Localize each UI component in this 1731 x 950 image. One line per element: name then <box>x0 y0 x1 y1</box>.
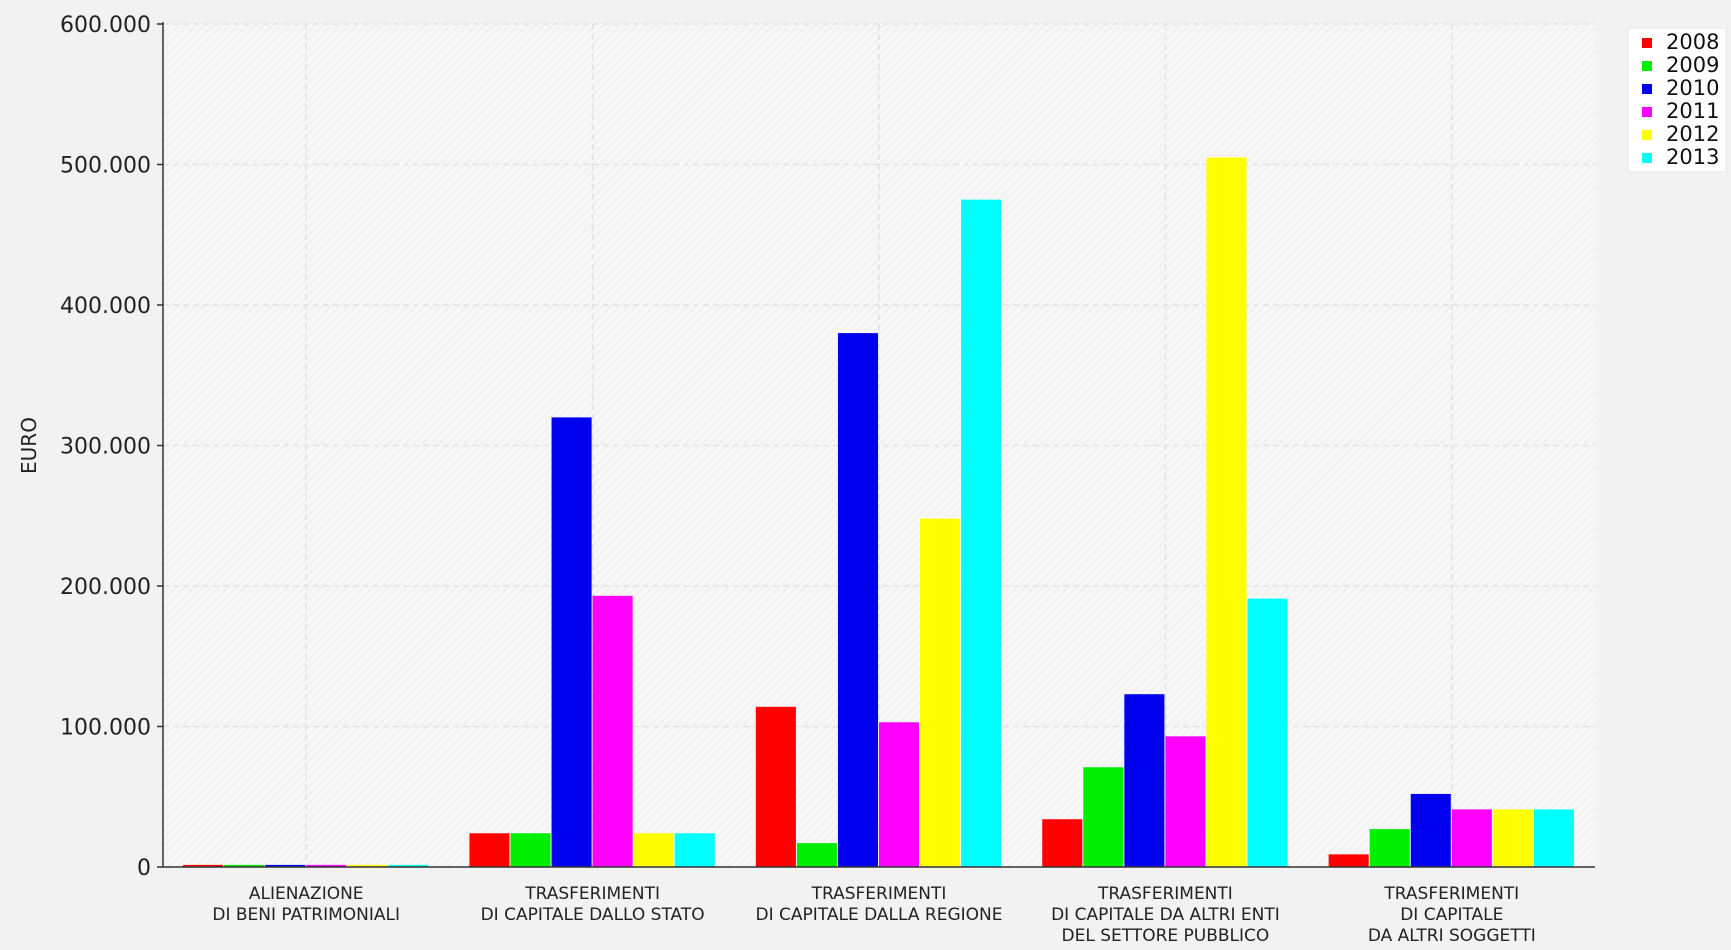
bar-2013 <box>961 199 1002 867</box>
legend-label-2013: 2013 <box>1666 145 1719 169</box>
bar-2008 <box>755 706 796 867</box>
bar-2012 <box>1492 809 1533 867</box>
bar-2008 <box>183 864 224 867</box>
x-tick-label-line: TRASFERIMENTI <box>811 884 947 904</box>
x-tick-label-line: TRASFERIMENTI <box>1383 884 1519 904</box>
legend-swatch-2009 <box>1642 61 1652 71</box>
bar-2013 <box>388 864 429 867</box>
x-tick-label-line: DI BENI PATRIMONIALI <box>212 905 400 925</box>
bar-2011 <box>1451 809 1492 867</box>
legend-swatch-2008 <box>1642 38 1652 48</box>
bar-2011 <box>306 864 347 867</box>
y-tick-label: 100.000 <box>60 716 151 741</box>
bar-2009 <box>796 843 837 867</box>
x-tick-label-line: DI CAPITALE DA ALTRI ENTI <box>1051 905 1280 925</box>
legend-label-2011: 2011 <box>1666 99 1719 123</box>
y-tick-label: 600.000 <box>60 13 151 38</box>
y-tick-label: 300.000 <box>60 435 151 460</box>
legend-label-2008: 2008 <box>1666 30 1719 54</box>
x-tick-label-line: DA ALTRI SOGGETTI <box>1368 926 1536 946</box>
y-tick-label: 200.000 <box>60 575 151 600</box>
bar-2011 <box>879 722 920 867</box>
bar-2012 <box>633 833 674 867</box>
x-tick-label-line: DEL SETTORE PUBBLICO <box>1061 926 1269 946</box>
legend-swatch-2012 <box>1642 130 1652 140</box>
legend-label-2010: 2010 <box>1666 76 1719 100</box>
y-tick-label: 400.000 <box>60 294 151 319</box>
bar-2008 <box>1328 854 1369 867</box>
y-axis-label: EURO <box>17 417 41 474</box>
bar-2013 <box>1533 809 1574 867</box>
x-tick-label-line: TRASFERIMENTI <box>1097 884 1233 904</box>
bar-2010 <box>1124 694 1165 867</box>
bar-2012 <box>347 864 388 867</box>
x-tick-label-line: DI CAPITALE <box>1400 905 1503 925</box>
bar-2012 <box>1206 157 1247 868</box>
bar-2008 <box>1042 819 1083 867</box>
x-tick-label-line: ALIENAZIONE <box>249 884 364 904</box>
bar-2009 <box>224 864 265 867</box>
x-tick-label: TRASFERIMENTI DI CAPITALE DALLA REGIONE <box>756 884 1003 925</box>
legend-label-2012: 2012 <box>1666 122 1719 146</box>
y-tick-label: 500.000 <box>60 154 151 179</box>
bar-2008 <box>469 833 510 867</box>
bar-2009 <box>510 833 551 867</box>
bar-2009 <box>1369 829 1410 867</box>
x-tick-label: TRASFERIMENTI DI CAPITALE DA ALTRI ENTI DE… <box>1051 884 1280 946</box>
x-tick-label: ALIENAZIONE DI BENI PATRIMONIALI <box>212 884 400 925</box>
bar-2012 <box>920 518 961 867</box>
x-tick-label: TRASFERIMENTI DI CAPITALE DALLO STATO <box>481 884 705 925</box>
bar-2010 <box>837 333 878 868</box>
legend-swatch-2013 <box>1642 153 1652 163</box>
bar-2011 <box>1165 736 1206 867</box>
bar-2013 <box>1247 598 1288 867</box>
bar-2010 <box>1410 793 1451 867</box>
bar-2010 <box>265 864 306 867</box>
x-tick-label-line: DI CAPITALE DALLO STATO <box>481 905 705 925</box>
legend-box <box>1627 27 1727 173</box>
legend-swatch-2010 <box>1642 84 1652 94</box>
bars <box>183 157 1574 868</box>
x-tick-label: TRASFERIMENTI DI CAPITALE DA ALTRI SOGGETT… <box>1368 884 1536 946</box>
bar-2013 <box>674 833 715 867</box>
bar-2010 <box>551 417 592 867</box>
y-tick-label: 0 <box>137 856 151 881</box>
y-axis-ticks: 0 100.000 200.000 300.000 400.000 500.000 600.… <box>60 13 163 881</box>
bar-2011 <box>592 595 633 867</box>
bar-2009 <box>1083 767 1124 867</box>
x-tick-label-line: TRASFERIMENTI <box>524 884 660 904</box>
x-tick-label-line: DI CAPITALE DALLA REGIONE <box>756 905 1003 925</box>
x-axis-ticks: ALIENAZIONE DI BENI PATRIMONIALI TRASFERIM… <box>212 884 1535 946</box>
legend-swatch-2011 <box>1642 107 1652 117</box>
legend-label-2009: 2009 <box>1666 53 1719 77</box>
